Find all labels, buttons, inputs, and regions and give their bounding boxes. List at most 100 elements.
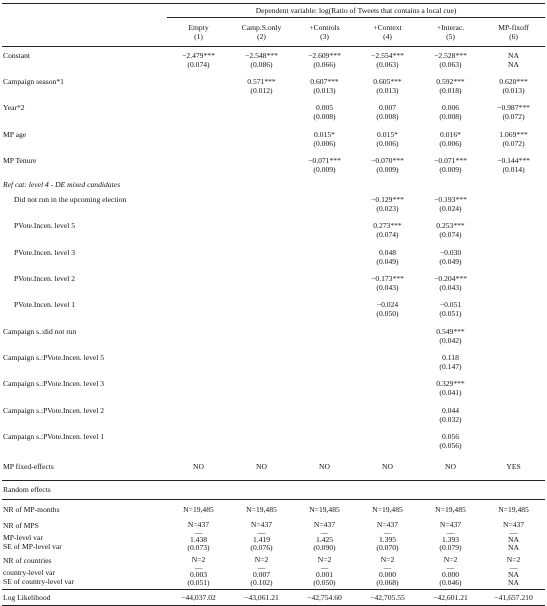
- cell-text: N=437: [250, 520, 273, 530]
- cell: −0.071*** (0.009): [293, 152, 356, 178]
- row-label: Campaign s.:did not run: [3, 326, 77, 336]
- cell-text: 1.438: [189, 535, 208, 545]
- cell-text: (0.043): [439, 283, 462, 293]
- label-text: NR of countries: [3, 556, 52, 565]
- label-text: country-level var: [3, 568, 56, 577]
- row-label: NR of countries country-level var SE of co…: [2, 553, 167, 589]
- cell: [293, 322, 356, 348]
- column-head: Camp.S.only (2): [230, 17, 293, 47]
- row-label: Random effects: [2, 480, 167, 500]
- cell: [230, 244, 293, 270]
- cell-text: 0.056: [441, 431, 460, 441]
- cell: [293, 178, 356, 191]
- cell-text: (0.074): [187, 59, 210, 69]
- cell-text: 0.015*: [314, 129, 335, 139]
- cell-text: N=2: [191, 555, 206, 564]
- coef-row: Ref cat: level 4 - DE mixed candidates: [2, 178, 545, 191]
- cell: [482, 375, 545, 401]
- cell: [167, 152, 230, 178]
- row-label: PVote.Incen. level 1: [14, 300, 76, 310]
- label-text: NR of MP-months: [3, 505, 60, 514]
- cell: [482, 349, 545, 375]
- label-text: NR of MPS: [3, 521, 39, 531]
- cell-text: (0.074): [376, 230, 399, 240]
- row-label: Campaign s.:PVote.Incen. level 5: [3, 352, 105, 362]
- cell-text: —: [194, 527, 203, 537]
- cell-text: N=19,485: [498, 505, 529, 514]
- cell: [482, 178, 545, 191]
- cell: −2.554*** (0.063): [356, 47, 419, 73]
- cell: NO: [167, 453, 230, 481]
- cell-text: (0.056): [439, 440, 462, 450]
- cell-text: (0.009): [376, 164, 399, 174]
- row-label: Campaign s.:PVote.Incen. level 2: [3, 405, 105, 415]
- cell: [482, 191, 545, 217]
- cell-text: NA: [508, 50, 520, 60]
- random-row: Random effects: [2, 480, 546, 500]
- cell: [293, 480, 356, 500]
- cell: [419, 480, 482, 500]
- cell-text: (0.086): [250, 59, 273, 69]
- cell-text: NA: [508, 59, 520, 69]
- coef-row: Campaign s.:PVote.Incen. level 5 0.118 (0.…: [2, 349, 545, 375]
- cell: −42,601.21: [419, 588, 482, 606]
- cell-text: —: [257, 527, 266, 537]
- cell: 0.044 (0.032): [419, 401, 482, 427]
- column-head: MP-fixoff (6): [482, 17, 546, 47]
- column-text: (4): [383, 32, 392, 41]
- cell: 0.273*** (0.074): [356, 217, 419, 243]
- cell-text: (0.063): [439, 59, 462, 69]
- cell-text: (0.072): [502, 112, 525, 122]
- cell-text: (0.072): [502, 138, 525, 148]
- cell-text: 0.048: [378, 247, 397, 257]
- cell: [293, 428, 356, 454]
- cell: NO: [356, 453, 419, 481]
- coef-row: Campaign s.:PVote.Incen. level 2 0.044 (0.…: [2, 401, 545, 427]
- cell-text: NA: [508, 577, 520, 587]
- cell-text: NO: [382, 462, 393, 472]
- cell-text: (0.024): [439, 204, 462, 214]
- cell-text: 0.607***: [310, 76, 339, 86]
- coef-row: Constant −2.479*** (0.074) −2.548*** (0.086)…: [2, 47, 545, 73]
- cell-text: 0.007: [252, 570, 271, 579]
- cell: −0.987*** (0.072): [482, 99, 545, 125]
- cell-text: (0.051): [439, 309, 462, 319]
- cell: [356, 428, 419, 454]
- cell: [482, 322, 545, 348]
- cell-text: (0.008): [313, 112, 336, 122]
- cell: 0.620*** (0.013): [482, 73, 545, 99]
- cell: 0.015* (0.006): [293, 125, 356, 151]
- label-text: SE of country-level var: [3, 577, 75, 586]
- cell: 0.253*** (0.074): [419, 217, 482, 243]
- cell-text: 0.015*: [377, 129, 398, 139]
- cell: N=19,485: [230, 499, 293, 519]
- cell-text: —: [320, 562, 329, 572]
- cell: [482, 244, 545, 270]
- cell-text: 1.419: [252, 535, 271, 545]
- cell-text: N=437: [502, 520, 525, 530]
- cell: [356, 322, 419, 348]
- cell: N=437—1.425 (0.090): [293, 519, 356, 553]
- cell-text: (0.013): [502, 85, 525, 95]
- cell: [356, 349, 419, 375]
- cell-text: (0.041): [439, 388, 462, 398]
- row-label: MP Tenure: [3, 155, 37, 165]
- row-label: PVote.Incen. level 2: [14, 274, 76, 284]
- coef-row: PVote.Incen. level 1 −0.024 (0.050) −0.051(…: [2, 296, 545, 322]
- cell: [230, 296, 293, 322]
- cell-text: 0.329***: [436, 379, 465, 389]
- cell: [293, 349, 356, 375]
- row-label: Ref cat: level 4 - DE mixed candidates: [3, 179, 121, 189]
- coef-row: Campaign season*1 0.571*** (0.012) 0.607***…: [2, 73, 545, 99]
- cell-text: (0.073): [187, 542, 210, 552]
- cell-text: (0.049): [376, 256, 399, 266]
- cell-text: NO: [445, 462, 456, 472]
- cell: 0.571*** (0.012): [230, 73, 293, 99]
- row-label: Constant: [3, 50, 31, 60]
- cell-text: (0.046): [439, 577, 462, 587]
- row-label: Campaign s.:PVote.Incen. level 1: [3, 431, 105, 441]
- cell-text: −41,657.210: [494, 592, 533, 602]
- header-row: Dependent variable: log(Ratio of Tweets …: [2, 3, 546, 18]
- cell: −2.609*** (0.066): [293, 47, 356, 73]
- cell-text: N=437: [187, 520, 210, 530]
